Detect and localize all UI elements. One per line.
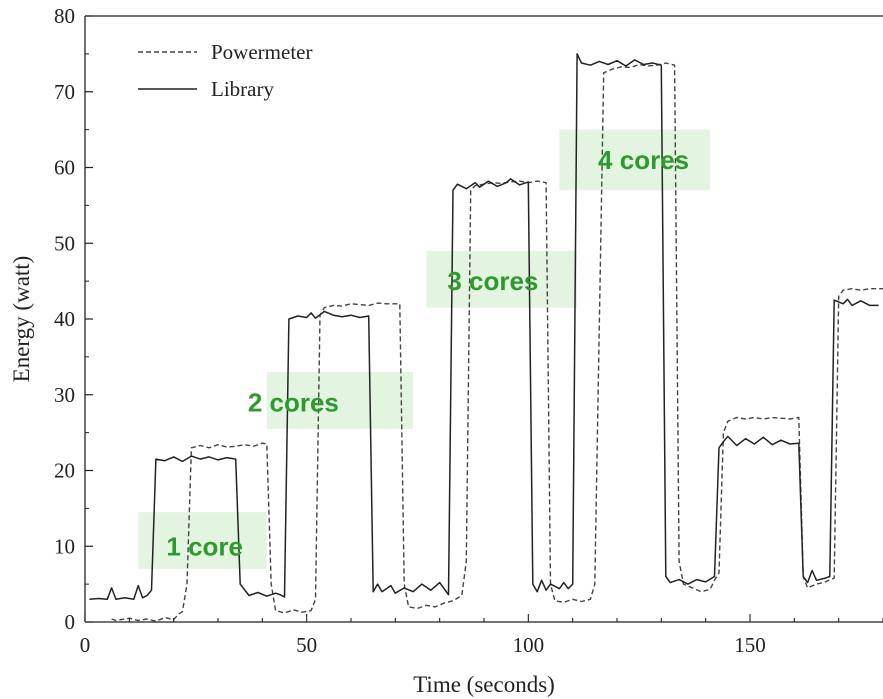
axes: 0 10 20 30 40 50 60 70 80 0 50 100 150 [54,4,883,657]
series-line-library [89,53,879,601]
annotation-box-2 [266,372,414,429]
annotation-label-2: 2 cores [248,387,339,417]
y-tick-label-30: 30 [54,383,75,407]
y-tick-label-40: 40 [54,307,75,331]
annotation-boxes [138,129,711,569]
x-tick-label-150: 150 [734,633,766,657]
x-tick-label-100: 100 [513,633,545,657]
annotation-label-4: 4 cores [598,145,689,175]
series-line-powermeter [111,62,883,622]
legend-label-library: Library [211,77,274,101]
x-tick-label-50: 50 [296,633,317,657]
y-tick-label-20: 20 [54,459,75,483]
y-tick-label-70: 70 [54,80,75,104]
y-tick-label-60: 60 [54,156,75,180]
y-tick-label-50: 50 [54,231,75,255]
x-axis-title: Time (seconds) [413,672,555,697]
annotation-box-4 [559,129,711,191]
x-tick-label-0: 0 [80,633,91,657]
legend: Powermeter Library [138,40,312,101]
y-tick-label-10: 10 [54,534,75,558]
annotation-box-1 [138,512,267,569]
annotation-label-1: 1 core [166,531,243,561]
y-tick-label-80: 80 [54,4,75,28]
annotation-label-3: 3 cores [447,266,538,296]
annotation-labels: 1 core 2 cores 3 cores 4 cores [166,145,689,561]
y-tick-label-0: 0 [65,610,76,634]
series-layer [89,53,883,622]
y-axis-title: Energy (watt) [9,256,34,383]
legend-label-powermeter: Powermeter [211,40,312,64]
